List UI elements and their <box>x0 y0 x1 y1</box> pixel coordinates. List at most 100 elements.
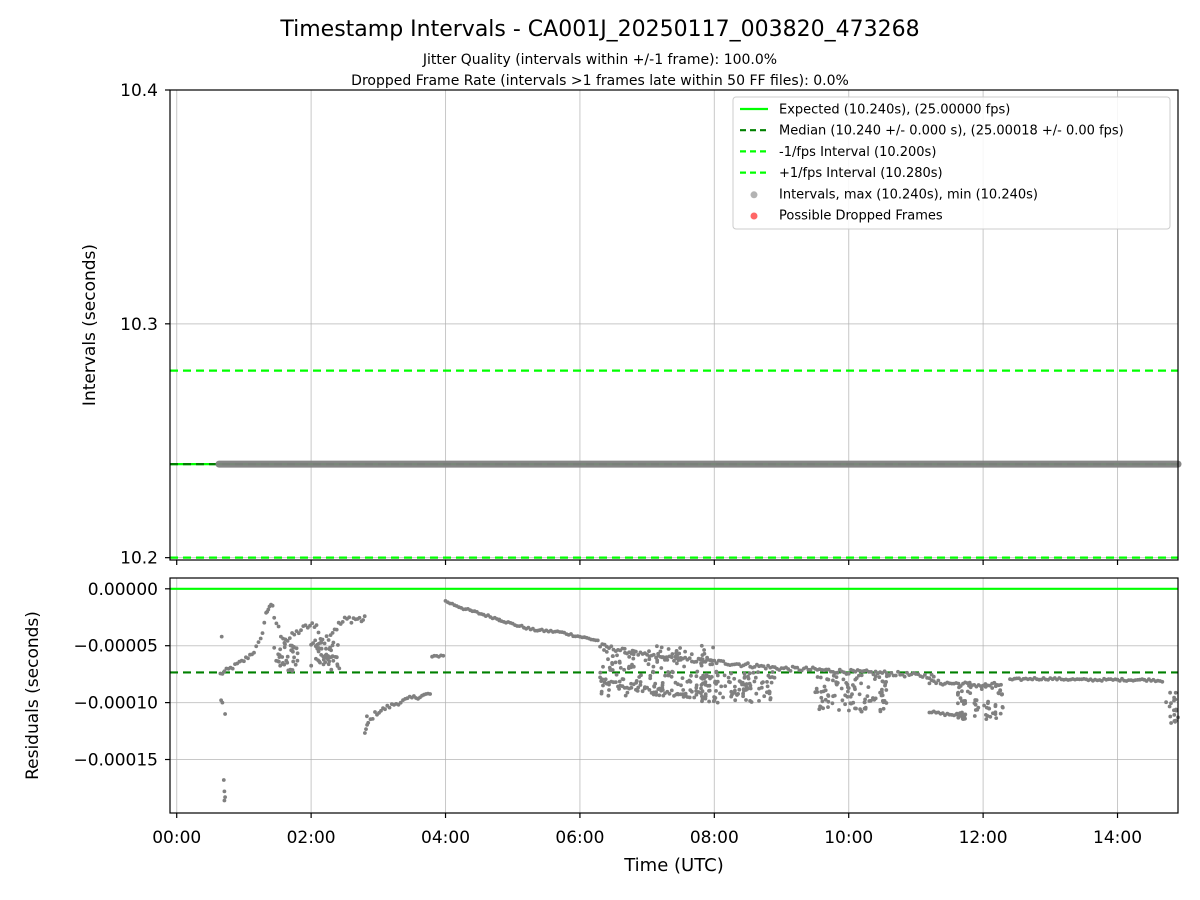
residual-point <box>681 688 686 692</box>
residual-point <box>747 671 752 676</box>
residual-point <box>618 666 623 670</box>
residual-point <box>869 670 873 674</box>
residual-point <box>660 655 665 660</box>
residual-point <box>1172 713 1177 717</box>
x-tick-label: 04:00 <box>421 828 470 848</box>
residual-point <box>614 672 619 677</box>
residual-point <box>678 657 683 662</box>
residual-point <box>309 663 314 668</box>
residual-point <box>1167 704 1172 709</box>
residual-point <box>715 700 720 705</box>
residual-point <box>1160 679 1165 684</box>
residual-point <box>296 631 301 636</box>
residual-point <box>957 685 961 690</box>
residual-point <box>702 651 707 656</box>
residual-point <box>632 649 636 653</box>
residual-point <box>866 685 871 689</box>
residual-point <box>622 667 626 672</box>
residual-point <box>752 679 757 684</box>
residual-point <box>639 673 643 678</box>
residual-point <box>967 680 972 685</box>
residual-point <box>748 699 752 703</box>
residual-point <box>753 675 758 680</box>
residual-point <box>331 640 336 645</box>
residual-point <box>621 677 626 682</box>
residual-point <box>889 671 894 675</box>
residual-point <box>363 731 367 735</box>
residual-point <box>283 642 287 647</box>
residual-point <box>746 674 750 679</box>
residual-point <box>321 662 326 667</box>
residual-point <box>841 677 846 682</box>
residual-point <box>884 701 889 705</box>
residual-point <box>334 655 339 659</box>
legend-swatch-dot <box>750 212 758 220</box>
residual-point <box>220 672 225 676</box>
residual-point <box>638 683 643 687</box>
residual-point <box>609 644 614 649</box>
residual-point <box>282 645 287 650</box>
legend-entry: Possible Dropped Frames <box>779 209 943 224</box>
bottom-reference-lines <box>170 587 1178 674</box>
residual-point <box>699 683 704 687</box>
residual-point <box>651 669 655 674</box>
residual-point <box>299 628 303 633</box>
residual-point <box>655 660 660 664</box>
residual-point <box>230 666 235 671</box>
residual-point <box>979 687 984 691</box>
residual-point <box>610 654 615 658</box>
residual-point <box>357 615 362 620</box>
residual-point <box>599 678 604 683</box>
residual-point <box>606 693 611 698</box>
residual-point <box>324 634 329 639</box>
residual-point <box>276 624 281 629</box>
residual-point <box>677 651 682 656</box>
residual-point <box>1173 719 1177 724</box>
residual-point <box>671 670 675 675</box>
residual-point <box>873 674 878 679</box>
residual-point <box>601 683 605 688</box>
residual-point <box>711 645 715 650</box>
residual-point <box>767 690 772 694</box>
residual-point <box>643 658 648 663</box>
residual-point <box>683 691 688 696</box>
x-tick-label: 00:00 <box>152 828 201 848</box>
residual-point <box>681 695 686 699</box>
residual-point <box>314 623 319 627</box>
residual-point <box>722 673 727 678</box>
residual-point <box>640 689 645 694</box>
y-axis-label-intervals: Intervals (seconds) <box>80 244 100 406</box>
residual-point <box>687 695 692 700</box>
residual-point <box>601 664 605 669</box>
residual-point <box>607 665 612 670</box>
residual-point <box>714 689 718 693</box>
residual-point <box>326 638 331 642</box>
residual-point <box>666 670 670 674</box>
residual-point <box>319 646 324 651</box>
residual-point <box>622 646 627 651</box>
residual-point <box>840 698 845 703</box>
residual-point <box>877 675 882 680</box>
residual-point <box>694 685 699 690</box>
residual-point <box>835 670 840 675</box>
residual-point <box>850 692 854 697</box>
residual-point <box>223 795 228 799</box>
residual-point <box>648 676 653 681</box>
residual-point <box>598 670 603 675</box>
residual-point <box>973 708 978 712</box>
residual-point <box>682 664 686 669</box>
residual-point <box>699 643 704 648</box>
residual-point <box>610 668 614 673</box>
residual-point <box>770 670 775 674</box>
residual-point <box>863 705 868 710</box>
residual-point <box>629 685 634 690</box>
top-frame <box>169 89 1179 561</box>
residual-point <box>1169 701 1173 706</box>
residual-point <box>742 671 747 676</box>
residual-point <box>373 710 377 714</box>
residual-point <box>669 655 674 660</box>
residual-point <box>222 789 227 794</box>
residual-point <box>826 694 831 698</box>
residual-point <box>844 681 849 685</box>
